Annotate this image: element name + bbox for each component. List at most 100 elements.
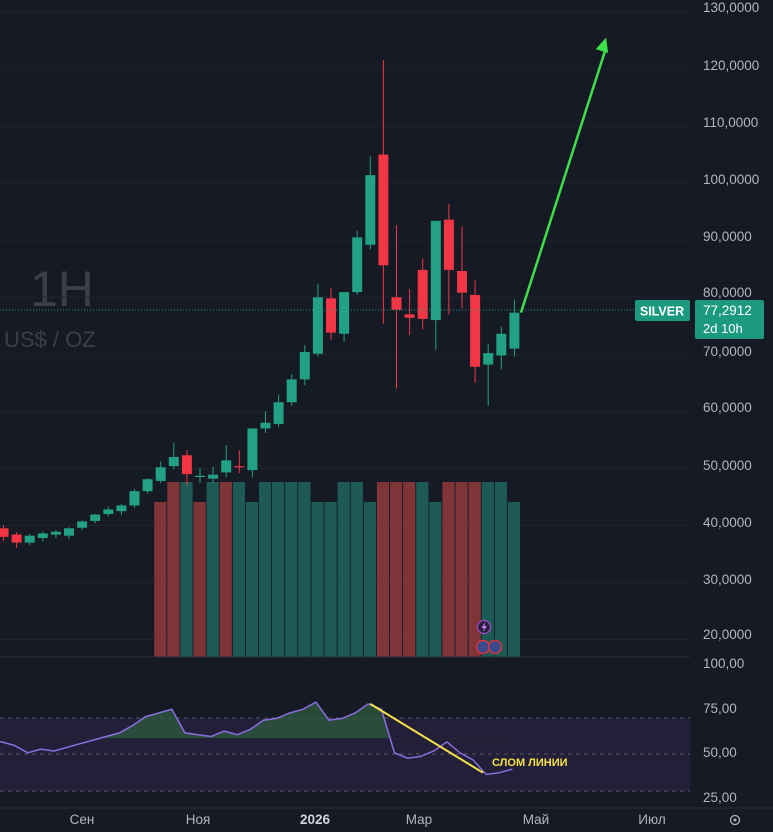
volume-bar — [245, 502, 259, 657]
badge-countdown: 2d 10h — [703, 321, 743, 336]
volume-bar — [324, 502, 337, 657]
price-tick: 20,0000 — [703, 627, 752, 642]
candles — [0, 59, 520, 549]
watermark-unit: US$ / OZ — [4, 327, 96, 352]
candle-body — [273, 402, 284, 424]
time-label: 2026 — [300, 812, 331, 827]
candle-body — [181, 455, 192, 475]
volume-bar — [272, 482, 285, 657]
price-tick: 40,0000 — [703, 515, 752, 530]
candle-body — [116, 505, 127, 512]
time-label: Сен — [70, 812, 95, 827]
volume-bar — [442, 482, 455, 657]
volume-bar — [285, 482, 298, 657]
volume-bar — [180, 482, 193, 657]
price-tick: 30,0000 — [703, 572, 752, 587]
price-tick: 70,0000 — [703, 344, 752, 359]
time-axis: Сен Ноя 2026 Мар Май Июл — [70, 812, 666, 827]
rsi-overbought-fill — [1, 702, 513, 739]
candle-body — [326, 298, 336, 333]
volume-bar — [167, 482, 180, 657]
candle-body — [509, 312, 520, 349]
candle-body — [339, 292, 350, 334]
flag-icon — [475, 639, 491, 655]
price-badge[interactable]: SILVER 77,2912 2d 10h — [635, 300, 764, 339]
event-icons[interactable] — [475, 619, 503, 655]
price-tick: 100,0000 — [703, 172, 759, 187]
volume-bar — [363, 502, 376, 657]
candle-body — [24, 535, 35, 543]
candle-body — [195, 475, 205, 478]
candle-body — [129, 491, 140, 506]
volume-bar — [154, 502, 167, 657]
volume-bar — [390, 482, 403, 657]
rsi-trendline — [369, 703, 484, 774]
candle-body — [64, 528, 74, 536]
candle-body — [443, 219, 454, 270]
candle-body — [221, 460, 232, 473]
candle-body — [260, 422, 271, 429]
volume-bar — [298, 482, 311, 657]
candle-body — [208, 474, 219, 479]
candle-body — [234, 466, 245, 468]
price-tick: 50,0000 — [703, 458, 752, 473]
volume-bar — [403, 482, 416, 657]
volume-bar — [507, 502, 521, 657]
rsi-pane: СЛОМ ЛИНИИ — [0, 701, 690, 792]
price-tick: 90,0000 — [703, 229, 752, 244]
forecast-arrow-head — [595, 37, 609, 53]
time-label: Ноя — [186, 812, 211, 827]
candle-body — [168, 456, 179, 467]
candle-body — [378, 154, 389, 266]
candle-body — [286, 379, 297, 403]
volume-bar — [429, 502, 442, 657]
time-label: Май — [523, 812, 549, 827]
rsi-tick: 75,00 — [703, 701, 737, 716]
candle-body — [417, 269, 428, 319]
candle-body — [11, 534, 22, 543]
rsi-path — [0, 701, 513, 776]
rsi-tick: 100,00 — [703, 656, 744, 671]
price-tick: 110,0000 — [703, 115, 758, 130]
candle-body — [142, 479, 153, 492]
time-label: Мар — [406, 812, 432, 827]
candle-body — [247, 428, 258, 471]
forecast-arrow-line — [519, 47, 608, 314]
volume-bar — [455, 482, 468, 657]
candle-body — [404, 314, 415, 318]
candle-body — [365, 175, 376, 245]
volume-bar — [206, 482, 219, 657]
candle-body — [470, 294, 481, 367]
watermark: 1H US$ / OZ — [4, 261, 96, 352]
time-label: Июл — [638, 812, 665, 827]
volume-bar — [494, 482, 507, 657]
candle-body — [496, 333, 507, 356]
volume-bar — [311, 502, 324, 657]
price-tick: 60,0000 — [703, 400, 752, 415]
candle-body — [50, 531, 61, 535]
rsi-axis: 100,00 75,00 50,00 25,00 — [703, 656, 744, 805]
settings-icon[interactable] — [729, 814, 741, 826]
price-tick: 130,0000 — [703, 0, 759, 15]
price-axis: 130,0000 120,0000 110,0000 100,0000 90,0… — [703, 0, 759, 642]
price-tick: 80,0000 — [703, 285, 752, 300]
candle-body — [430, 220, 441, 321]
volume-bar — [219, 482, 232, 657]
candle-body — [457, 271, 467, 293]
candle-body — [155, 467, 166, 481]
candle-body — [299, 352, 310, 380]
annotation-label: СЛОМ ЛИНИИ — [492, 757, 568, 769]
volume-bar — [376, 482, 390, 657]
forecast-arrow — [519, 37, 609, 314]
rsi-fill-area — [1, 702, 513, 739]
price-tick: 120,0000 — [703, 58, 759, 73]
volume-bar — [350, 482, 363, 657]
volume-bar — [259, 482, 272, 657]
rsi-line — [0, 701, 513, 776]
rsi-trendline-segment — [369, 703, 484, 774]
candle-body — [312, 297, 323, 354]
badge-symbol: SILVER — [640, 305, 684, 319]
candle-body — [352, 237, 363, 293]
candle-body — [103, 509, 114, 515]
